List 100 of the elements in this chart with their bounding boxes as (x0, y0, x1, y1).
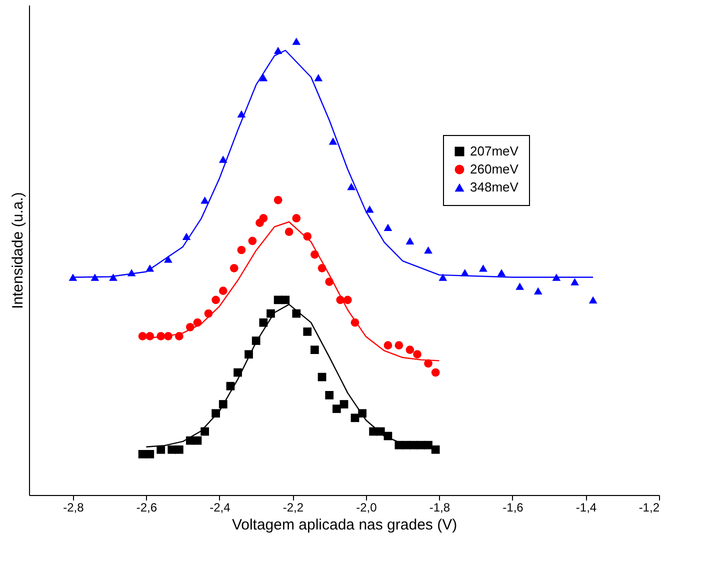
point (156, 445, 166, 454)
point (534, 287, 542, 294)
point (376, 427, 385, 436)
legend-label: 260meV (470, 162, 519, 176)
point (218, 286, 228, 296)
x-tick-label: -1,8 (429, 500, 450, 514)
point (325, 391, 334, 400)
point (259, 214, 268, 222)
point (68, 274, 78, 281)
point (237, 246, 246, 254)
x-axis-title: Voltagem aplicada nas grades (V) (232, 516, 458, 534)
legend-label: 207meV (470, 144, 519, 158)
point (358, 409, 366, 418)
point (174, 332, 184, 340)
point (156, 332, 166, 340)
point (497, 269, 506, 276)
point (303, 327, 312, 336)
point (394, 341, 404, 350)
point (336, 296, 345, 304)
point (244, 350, 253, 359)
point (212, 409, 220, 418)
point (303, 232, 312, 241)
point (200, 196, 209, 204)
point (204, 309, 213, 318)
point (230, 264, 238, 272)
point (146, 450, 154, 458)
point (325, 278, 334, 286)
point (318, 372, 326, 382)
point (259, 318, 268, 327)
point (314, 74, 323, 82)
point (234, 368, 242, 377)
point (164, 255, 172, 263)
point (588, 296, 598, 304)
point (292, 309, 301, 318)
point (406, 346, 414, 354)
point (138, 332, 147, 340)
point (200, 427, 209, 436)
point (384, 341, 392, 350)
point (292, 214, 301, 222)
point (226, 382, 235, 390)
point (384, 224, 392, 231)
point (384, 432, 392, 440)
point (274, 46, 282, 54)
point (516, 282, 524, 290)
point (259, 74, 268, 82)
point (332, 404, 341, 413)
x-tick-label: -2,4 (210, 500, 231, 514)
point (237, 110, 246, 118)
point (438, 274, 448, 281)
point (424, 440, 432, 450)
x-tick-label: -2,8 (63, 500, 84, 514)
point (347, 182, 356, 190)
point (343, 296, 352, 304)
point (365, 206, 374, 213)
point (212, 296, 220, 304)
point (248, 236, 257, 246)
point (460, 269, 470, 276)
point (109, 274, 118, 281)
point (431, 445, 440, 454)
point (284, 228, 294, 236)
x-tick-label: -2,2 (282, 500, 304, 514)
point (281, 296, 290, 304)
point (274, 196, 282, 204)
point (350, 414, 360, 422)
point (552, 274, 561, 281)
point (127, 269, 136, 276)
x-tick-label: -1,2 (638, 500, 660, 514)
x-tick-label: -1,6 (502, 500, 524, 514)
point (350, 318, 360, 327)
point (146, 332, 154, 340)
point (479, 264, 488, 272)
legend-label: 348meV (470, 180, 519, 194)
y-axis-title: Intensidade (u.a.) (10, 192, 26, 309)
point (266, 309, 275, 318)
point (193, 436, 202, 445)
point (292, 38, 301, 45)
point (570, 278, 579, 286)
point (340, 400, 348, 408)
point (90, 274, 100, 281)
point (431, 368, 440, 377)
point (318, 264, 326, 272)
point (406, 237, 414, 245)
point (310, 346, 319, 354)
x-tick-label: -2,6 (136, 500, 158, 514)
point (218, 156, 228, 163)
point (146, 264, 154, 272)
point (218, 400, 228, 408)
point (252, 336, 260, 345)
point (193, 318, 202, 327)
x-tick-label: -1,4 (576, 500, 597, 514)
point (164, 332, 172, 340)
point (186, 322, 194, 332)
point (174, 445, 184, 454)
point (424, 246, 432, 254)
point (413, 350, 422, 359)
point (424, 359, 432, 368)
point (182, 232, 191, 240)
point (310, 250, 319, 259)
point (328, 137, 338, 145)
x-tick-label: -2,0 (356, 500, 378, 514)
